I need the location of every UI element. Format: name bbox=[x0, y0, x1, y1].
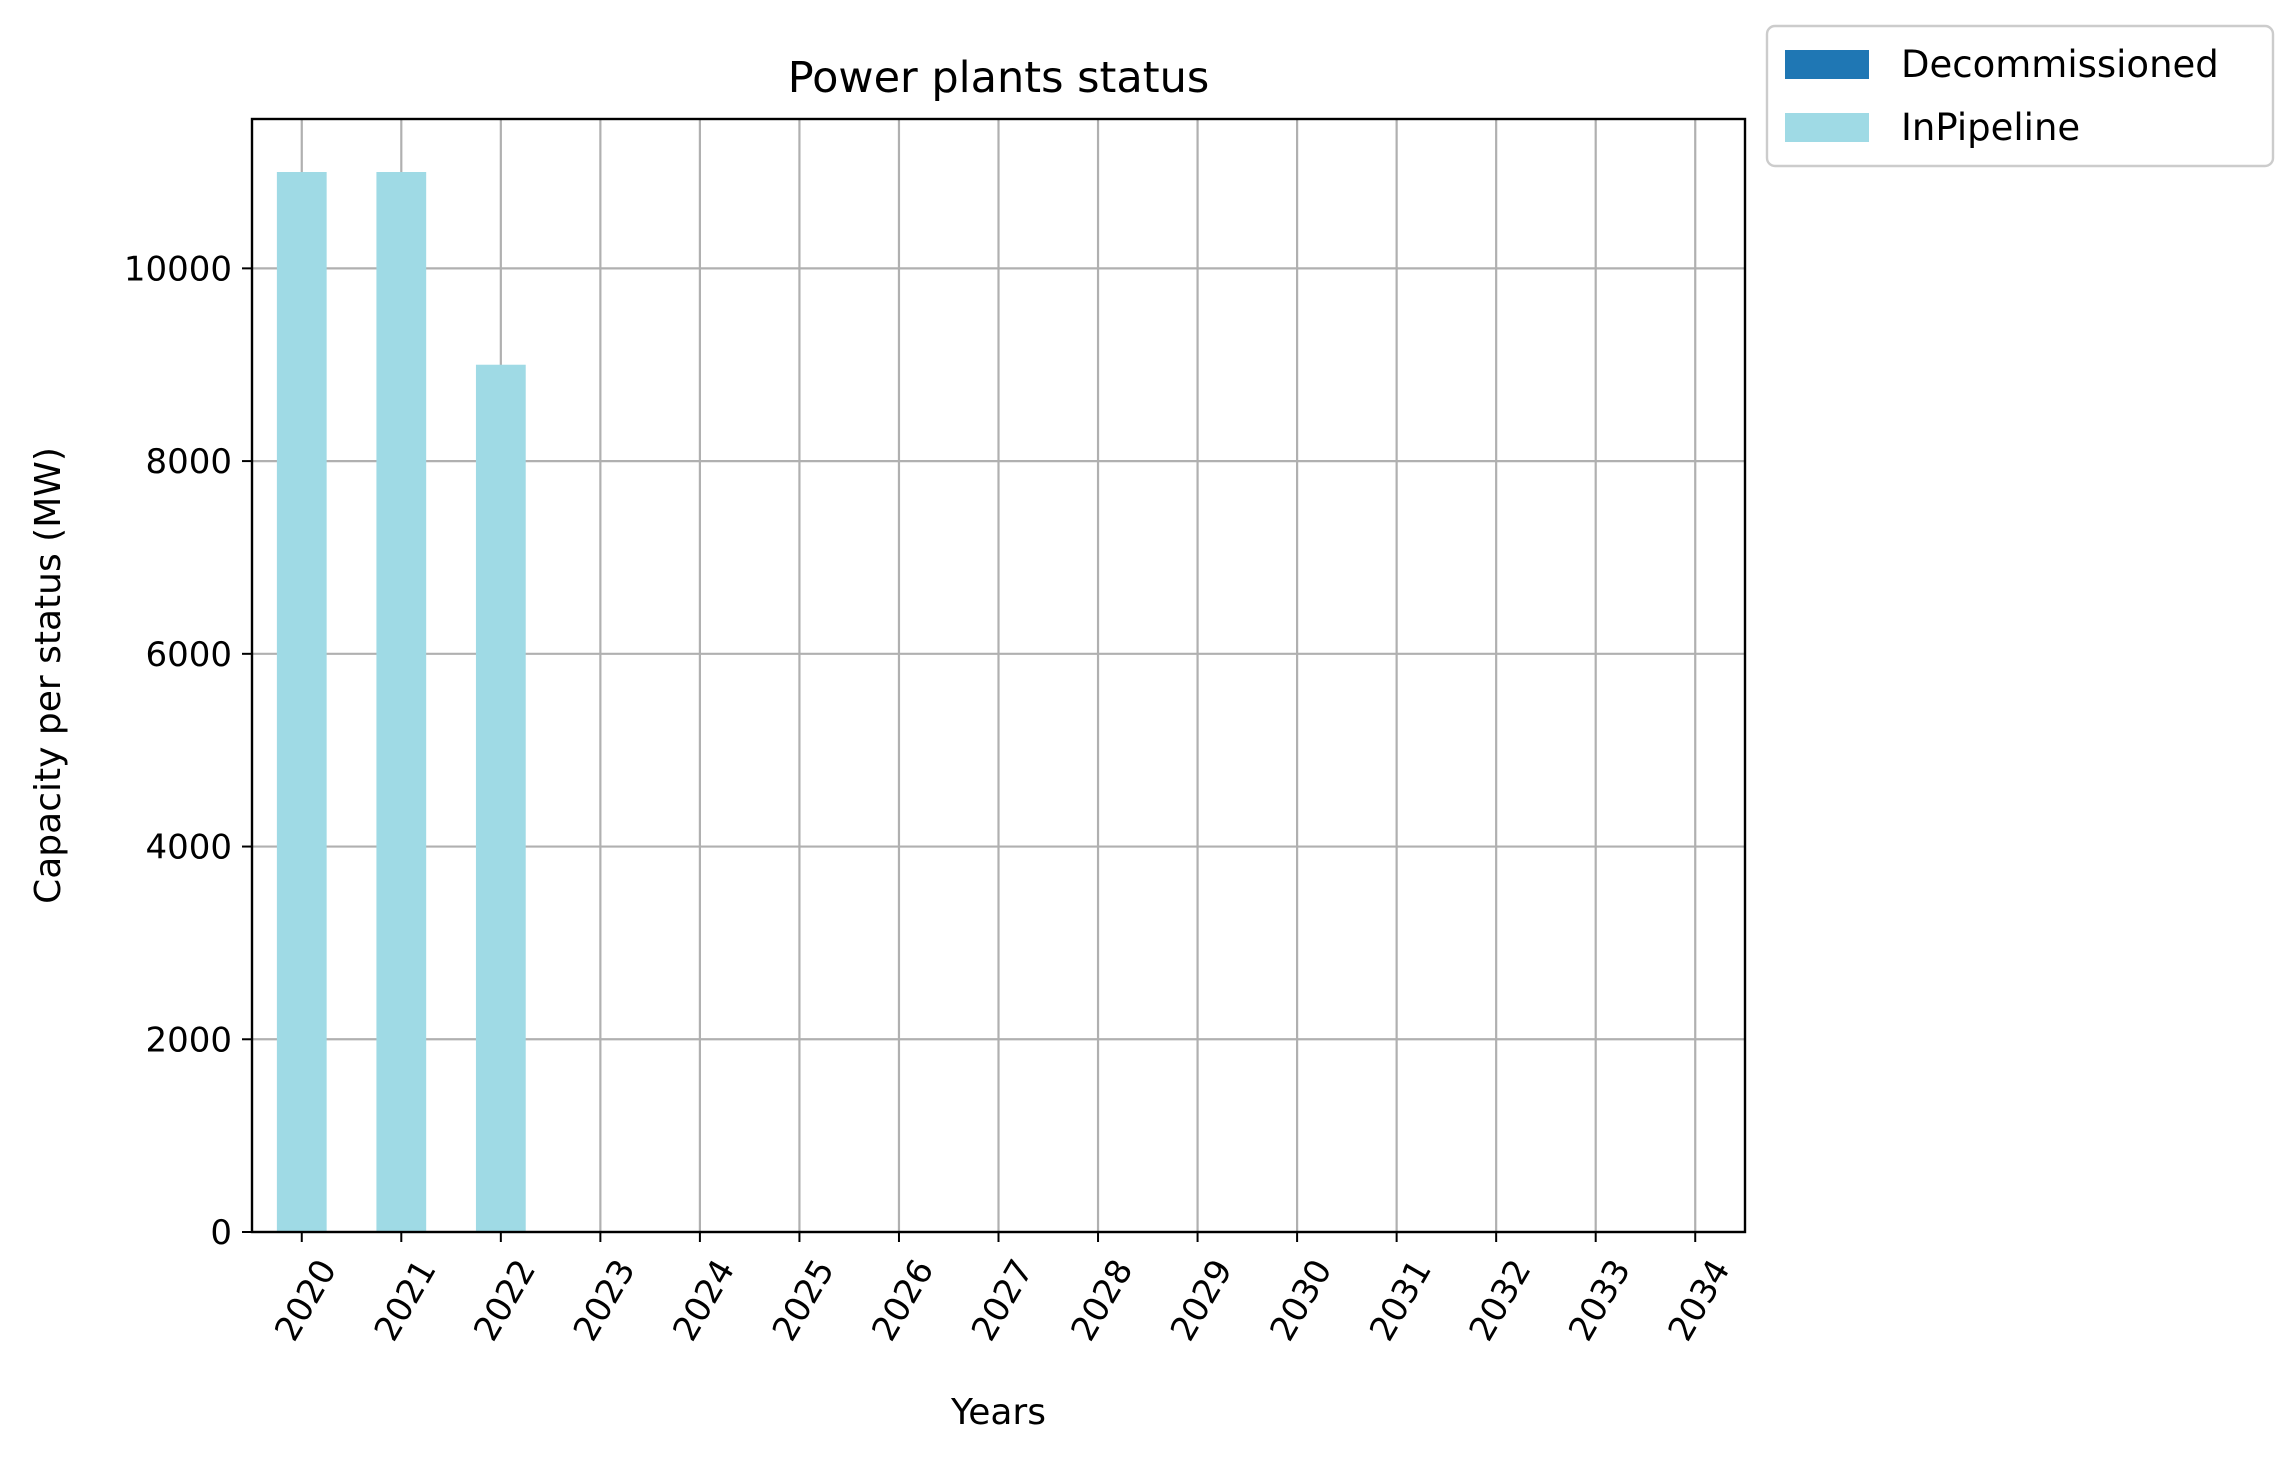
legend-label-inpipeline: InPipeline bbox=[1901, 106, 2080, 149]
y-tick-label: 6000 bbox=[145, 635, 232, 675]
legend-label-decommissioned: Decommissioned bbox=[1901, 43, 2219, 86]
y-tick-label: 10000 bbox=[124, 249, 232, 289]
chart-title: Power plants status bbox=[788, 53, 1210, 103]
x-axis-label: Years bbox=[950, 1392, 1046, 1433]
bar-inpipeline-2022 bbox=[475, 364, 526, 1232]
legend: Decommissioned InPipeline bbox=[1765, 24, 2275, 168]
grid bbox=[252, 119, 1745, 1234]
y-tick-label: 4000 bbox=[145, 828, 232, 868]
y-tick-label: 8000 bbox=[145, 442, 232, 482]
bar-inpipeline-2020 bbox=[276, 172, 327, 1232]
y-tick-label: 0 bbox=[210, 1213, 232, 1253]
legend-box bbox=[1765, 24, 2275, 168]
y-axis-label: Capacity per status (MW) bbox=[28, 447, 69, 904]
y-tick-label: 2000 bbox=[145, 1020, 232, 1060]
legend-swatch-decommissioned bbox=[1785, 50, 1869, 79]
legend-swatch-inpipeline bbox=[1785, 113, 1869, 142]
bars bbox=[276, 172, 526, 1232]
bar-inpipeline-2021 bbox=[376, 172, 427, 1232]
